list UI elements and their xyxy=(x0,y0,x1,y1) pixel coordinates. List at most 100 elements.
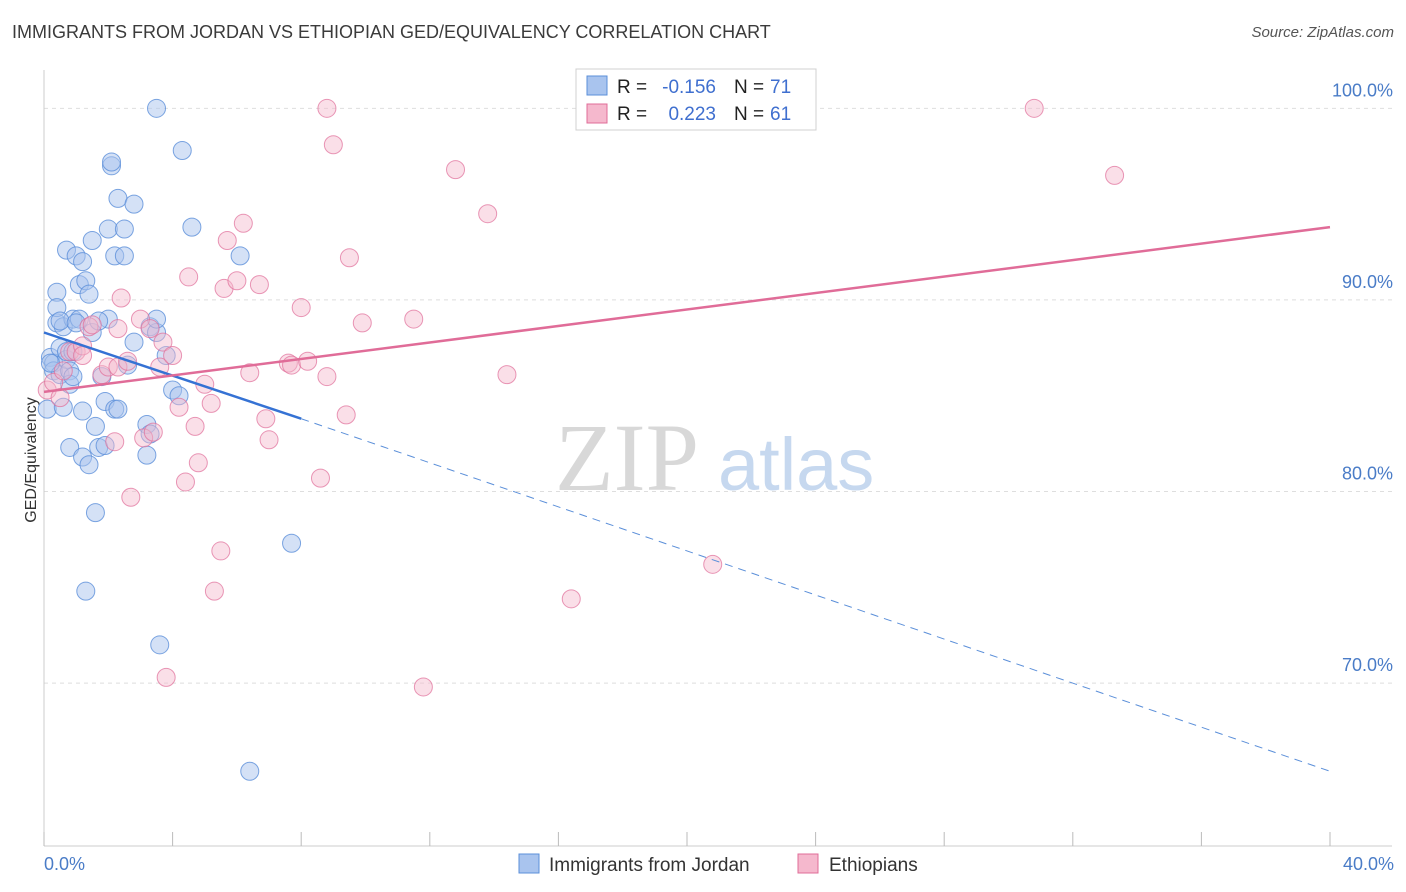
chart-title: IMMIGRANTS FROM JORDAN VS ETHIOPIAN GED/… xyxy=(12,22,771,42)
y-tick-label: 80.0% xyxy=(1342,464,1393,484)
legend-r-label-jordan: R = xyxy=(617,77,647,98)
top-legend: R = -0.156 N = 71 R = 0.223 N = 61 xyxy=(575,68,817,131)
data-point-jordan xyxy=(137,445,157,465)
data-point-ethiopians xyxy=(204,581,224,601)
data-point-jordan xyxy=(73,252,93,272)
watermark-atlas: atlas xyxy=(718,423,874,506)
data-point-jordan xyxy=(114,219,134,239)
legend-n-label-jordan: N = xyxy=(734,77,764,98)
data-point-ethiopians xyxy=(121,487,141,507)
x-tick-labels: 0.0% 40.0% xyxy=(44,854,1394,874)
data-point-ethiopians xyxy=(130,309,150,329)
axes xyxy=(43,70,1392,847)
data-point-ethiopians xyxy=(339,248,359,268)
data-point-ethiopians xyxy=(98,357,118,377)
data-point-jordan xyxy=(124,194,144,214)
data-point-jordan xyxy=(282,533,302,553)
data-point-jordan xyxy=(182,217,202,237)
data-point-jordan xyxy=(169,386,189,406)
x-tick-label-min: 0.0% xyxy=(44,854,85,874)
watermark-zip: ZIP xyxy=(555,404,699,511)
data-point-ethiopians xyxy=(497,365,517,385)
data-point-ethiopians xyxy=(179,267,199,287)
legend-swatch-jordan xyxy=(586,75,608,96)
legend-swatch-ethiopians xyxy=(586,103,608,124)
data-point-ethiopians xyxy=(217,231,237,251)
data-point-ethiopians xyxy=(156,667,176,687)
data-point-ethiopians xyxy=(317,98,337,118)
data-point-ethiopians xyxy=(446,160,466,180)
data-point-ethiopians xyxy=(201,393,221,413)
watermark: ZIP atlas xyxy=(555,404,874,511)
data-point-ethiopians xyxy=(175,472,195,492)
data-point-ethiopians xyxy=(185,416,205,436)
data-point-ethiopians xyxy=(298,351,318,371)
y-tick-label: 90.0% xyxy=(1342,272,1393,292)
data-point-jordan xyxy=(85,503,105,523)
data-point-ethiopians xyxy=(82,315,102,335)
data-point-ethiopians xyxy=(336,405,356,425)
data-point-ethiopians xyxy=(278,353,298,373)
data-point-ethiopians xyxy=(233,213,253,233)
legend-n-value-ethiopians: 61 xyxy=(770,104,791,125)
data-point-ethiopians xyxy=(1105,165,1125,185)
data-point-ethiopians xyxy=(259,430,279,450)
data-point-jordan xyxy=(172,140,192,160)
data-point-ethiopians xyxy=(211,541,231,561)
data-point-jordan xyxy=(240,761,260,781)
data-point-ethiopians xyxy=(134,428,154,448)
data-point-ethiopians xyxy=(169,397,189,417)
data-point-jordan xyxy=(79,284,99,304)
data-point-jordan xyxy=(82,231,102,251)
data-point-ethiopians xyxy=(73,345,93,365)
top-legend-box xyxy=(575,68,817,131)
bottom-legend-swatch-jordan xyxy=(518,853,540,874)
data-point-ethiopians xyxy=(240,363,260,383)
data-point-jordan xyxy=(50,311,70,331)
data-point-jordan xyxy=(98,219,118,239)
data-point-ethiopians xyxy=(79,317,99,337)
data-point-jordan xyxy=(108,399,128,419)
data-point-ethiopians xyxy=(108,319,128,339)
x-tick-label-max: 40.0% xyxy=(1343,854,1394,874)
data-point-ethiopians xyxy=(352,313,372,333)
data-point-jordan xyxy=(76,581,96,601)
data-point-ethiopians xyxy=(227,271,247,291)
y-tick-labels: 70.0% 80.0% 90.0% 100.0% xyxy=(1332,80,1393,675)
data-point-ethiopians xyxy=(310,468,330,488)
data-point-ethiopians xyxy=(256,409,276,429)
data-point-ethiopians xyxy=(111,288,131,308)
gridlines xyxy=(44,107,1392,684)
legend-r-value-ethiopians: 0.223 xyxy=(668,104,716,125)
data-point-jordan xyxy=(63,367,83,387)
data-point-ethiopians xyxy=(153,332,173,352)
data-point-jordan xyxy=(79,455,99,475)
data-point-jordan xyxy=(85,416,105,436)
data-point-ethiopians xyxy=(143,422,163,442)
series-ethiopians-points xyxy=(37,98,1125,697)
trend-line-ethiopians xyxy=(43,225,1331,394)
data-point-ethiopians xyxy=(249,275,269,295)
data-point-ethiopians xyxy=(188,453,208,473)
data-point-jordan xyxy=(147,309,167,329)
data-point-ethiopians xyxy=(404,309,424,329)
data-point-ethiopians xyxy=(317,367,337,387)
bottom-legend-label-ethiopians: Ethiopians xyxy=(829,855,918,876)
bottom-legend-swatch-ethiopians xyxy=(797,853,819,874)
data-point-jordan xyxy=(108,188,128,208)
bottom-legend: Immigrants from Jordan Ethiopians xyxy=(518,853,918,876)
data-point-ethiopians xyxy=(478,204,498,224)
data-point-jordan xyxy=(60,437,80,457)
y-axis-label: GED/Equivalency xyxy=(23,397,40,522)
data-point-ethiopians xyxy=(60,342,80,362)
data-point-jordan xyxy=(102,152,122,172)
legend-n-value-jordan: 71 xyxy=(770,77,791,98)
data-point-ethiopians xyxy=(53,361,73,381)
data-point-ethiopians xyxy=(163,345,183,365)
data-point-ethiopians xyxy=(1024,98,1044,118)
data-point-jordan xyxy=(150,635,170,655)
data-point-ethiopians xyxy=(413,677,433,697)
legend-r-value-jordan: -0.156 xyxy=(662,77,716,98)
